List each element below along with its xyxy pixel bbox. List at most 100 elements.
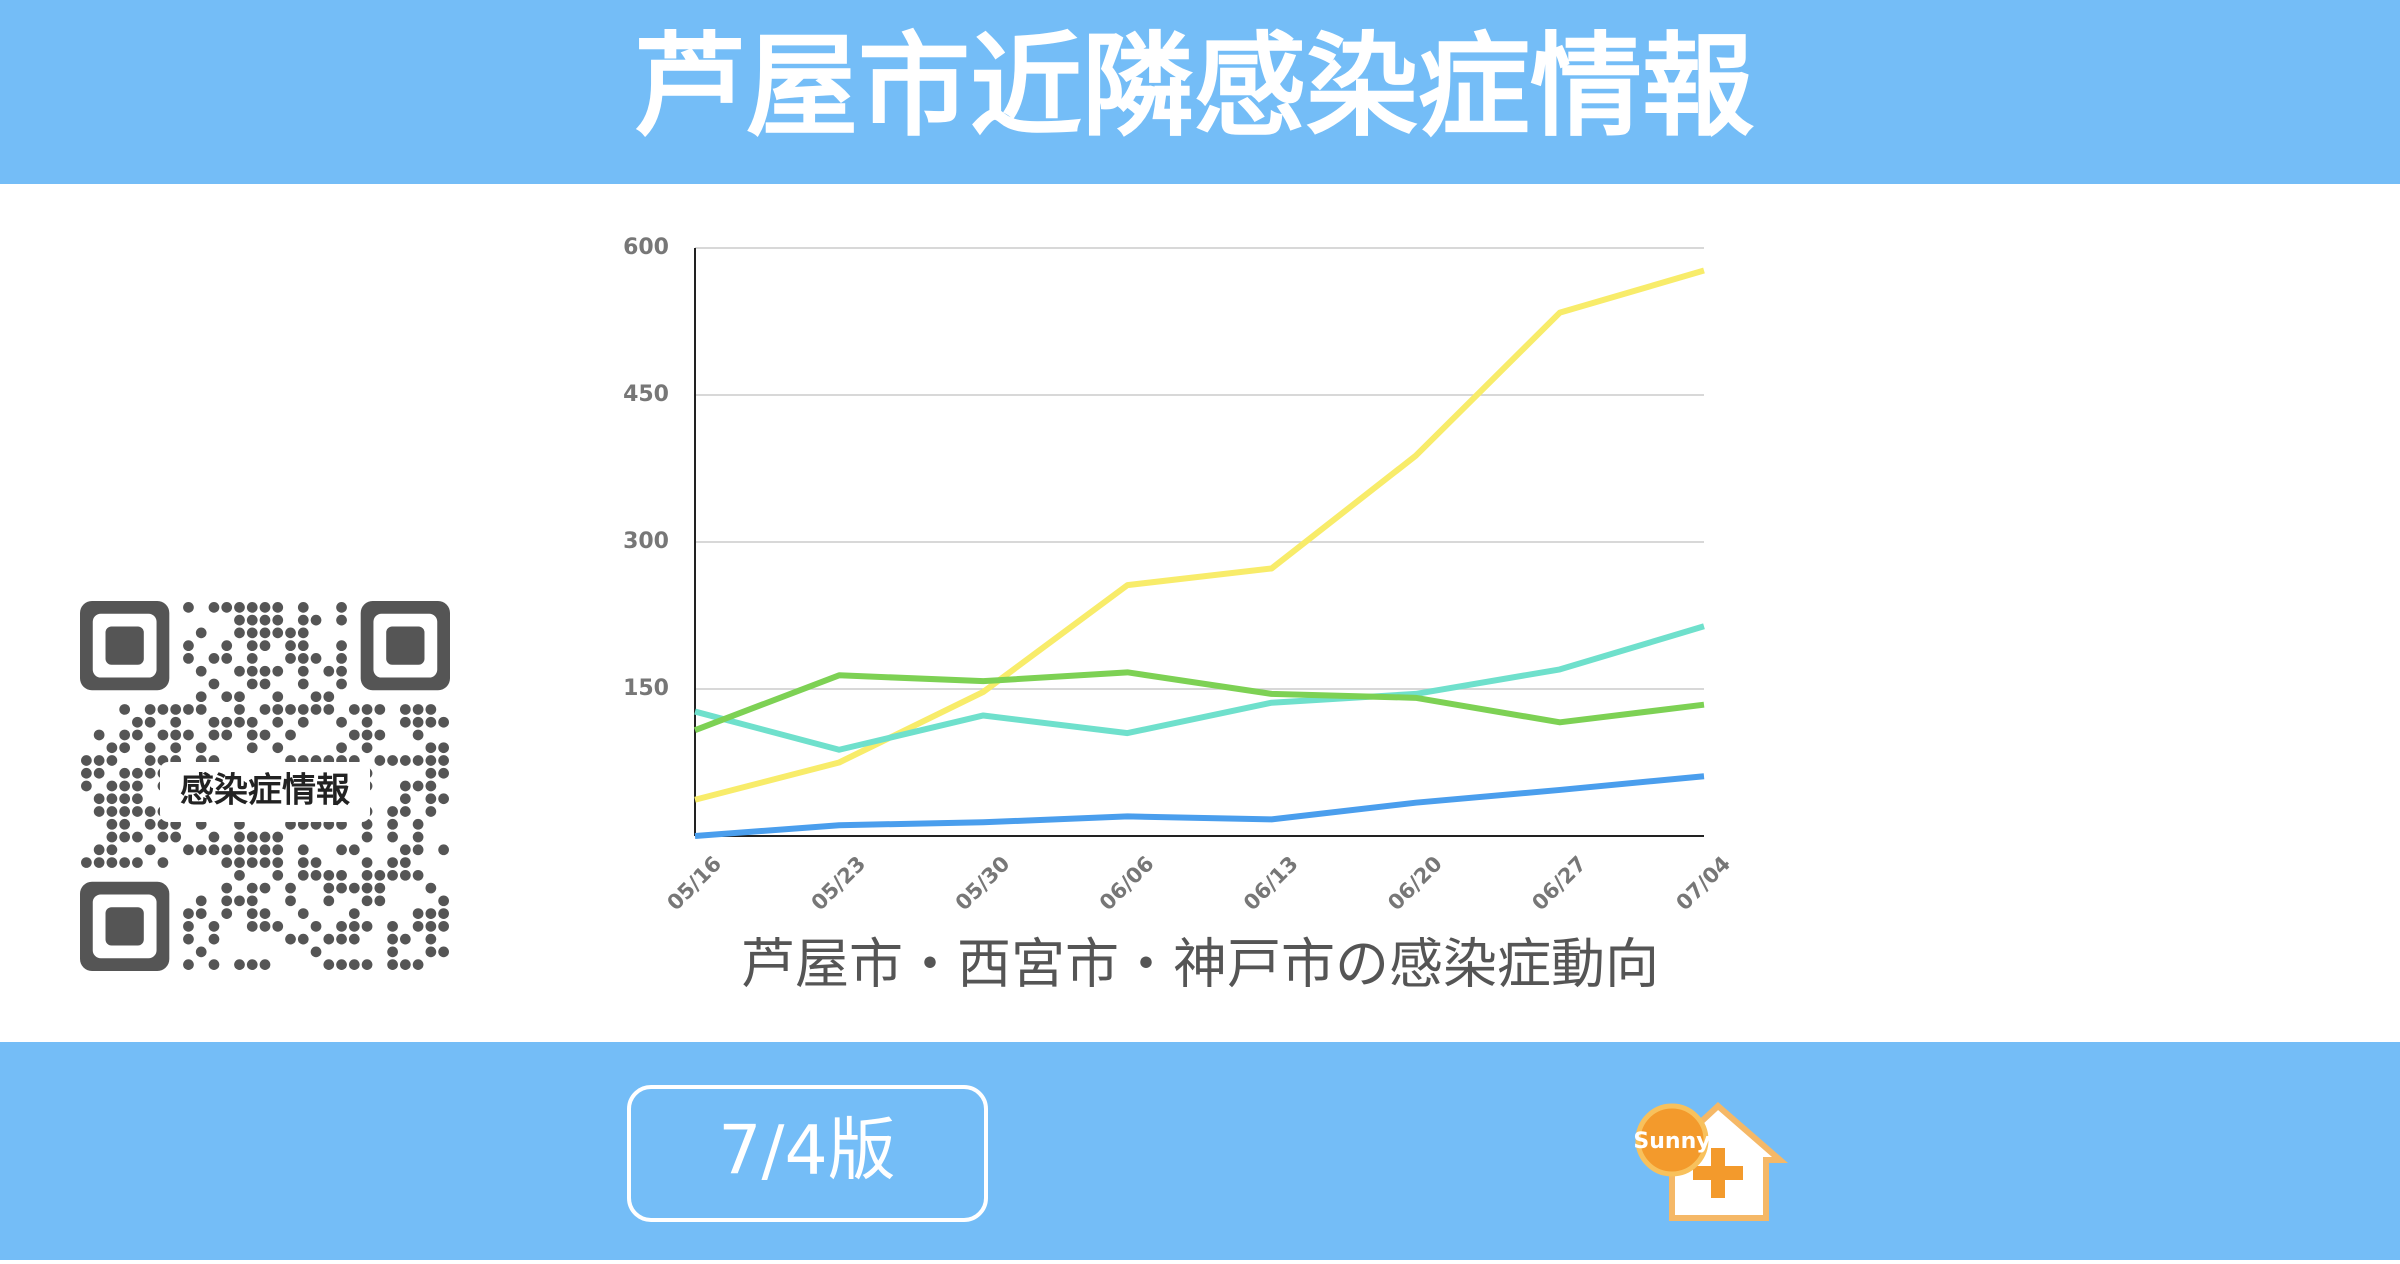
qr-dot (208, 716, 220, 728)
qr-dot (183, 704, 194, 715)
series-line (694, 623, 1705, 753)
qr-dot (183, 908, 194, 919)
qr-dot (425, 908, 437, 919)
qr-dot (412, 818, 424, 830)
qr-dot (208, 933, 220, 945)
qr-dot (438, 755, 449, 766)
qr-dot (119, 818, 131, 830)
qr-dot (144, 818, 156, 830)
qr-dot (438, 716, 449, 728)
qr-dot (157, 831, 169, 843)
qr-dot (425, 780, 437, 792)
qr-dot (157, 704, 169, 715)
qr-dot (361, 895, 373, 907)
qr-dot (297, 640, 309, 652)
qr-dot (272, 716, 284, 728)
qr-dot (374, 755, 386, 766)
qr-dot (195, 691, 207, 703)
qr-dot (234, 959, 245, 970)
qr-dot (387, 933, 398, 945)
qr-dot (132, 767, 143, 779)
series-line (693, 669, 1705, 733)
qr-dot (234, 602, 245, 613)
qr-dot (132, 806, 143, 817)
qr-dot (272, 742, 284, 754)
qr-dot (272, 844, 284, 856)
qr-dot (272, 857, 284, 868)
qr-dot (310, 857, 322, 868)
qr-dot (183, 933, 194, 945)
qr-dot (208, 959, 220, 970)
qr-dot (246, 895, 258, 907)
qr-dot (438, 793, 449, 805)
qr-dot (259, 729, 271, 741)
qr-dot (132, 831, 143, 843)
qr-dot (221, 857, 233, 868)
edition-badge (627, 1085, 988, 1222)
qr-dot (246, 640, 258, 652)
qr-dot (399, 869, 411, 881)
qr-dot (183, 959, 194, 970)
qr-dot (438, 946, 449, 958)
qr-dot (106, 831, 118, 843)
qr-dot (387, 920, 398, 932)
qr-dot (259, 640, 271, 652)
qr-dot (336, 665, 347, 677)
qr-dot (234, 665, 245, 677)
qr-dot (323, 959, 335, 970)
qr-dot (81, 780, 92, 792)
qr-dot (170, 831, 182, 843)
qr-dot (234, 844, 245, 856)
qr-dot (323, 704, 335, 715)
qr-dot (399, 716, 411, 728)
qr-dot (399, 755, 411, 766)
qr-dot (412, 729, 424, 741)
qr-dot (81, 755, 92, 766)
qr-dot (93, 857, 105, 868)
qr-dot (348, 704, 360, 715)
qr-dot (259, 920, 271, 932)
series-line (694, 267, 1705, 803)
qr-dot (310, 614, 322, 626)
qr-dot (438, 844, 449, 856)
qr-dot (425, 793, 437, 805)
qr-dot (272, 704, 284, 715)
qr-finder (386, 626, 425, 665)
qr-dot (246, 665, 258, 677)
qr-dot (336, 653, 347, 664)
qr-dot (361, 742, 373, 754)
qr-dot (234, 895, 245, 907)
qr-dot (348, 844, 360, 856)
qr-dot (132, 729, 143, 741)
logo-plus (1693, 1166, 1743, 1180)
qr-dot (297, 933, 309, 945)
qr-dot (221, 908, 233, 919)
qr-dot (285, 627, 296, 639)
qr-dot (157, 857, 169, 868)
qr-dot (195, 742, 207, 754)
qr-dot (374, 869, 386, 881)
qr-dot (246, 742, 258, 754)
qr-dot (425, 882, 437, 894)
qr-dot (144, 806, 156, 817)
x-tick-label: 06/27 (1527, 851, 1591, 915)
series-line (694, 773, 1705, 839)
qr-dot (183, 640, 194, 652)
qr-dot (195, 895, 207, 907)
edition-text: 7/4版 (718, 1112, 895, 1191)
qr-dot (412, 716, 424, 728)
qr-dot (234, 716, 245, 728)
qr-dot (361, 920, 373, 932)
qr-dot (310, 653, 322, 664)
qr-dot (93, 806, 105, 817)
x-tick-label: 06/20 (1383, 851, 1447, 915)
qr-dot (259, 627, 271, 639)
qr-dot (221, 716, 233, 728)
y-tick-label: 450 (623, 382, 669, 407)
qr-dot (106, 780, 118, 792)
qr-dot (297, 602, 309, 613)
qr-dot (285, 895, 296, 907)
qr-dot (195, 946, 207, 958)
qr-dot (259, 614, 271, 626)
qr-dot (399, 857, 411, 868)
